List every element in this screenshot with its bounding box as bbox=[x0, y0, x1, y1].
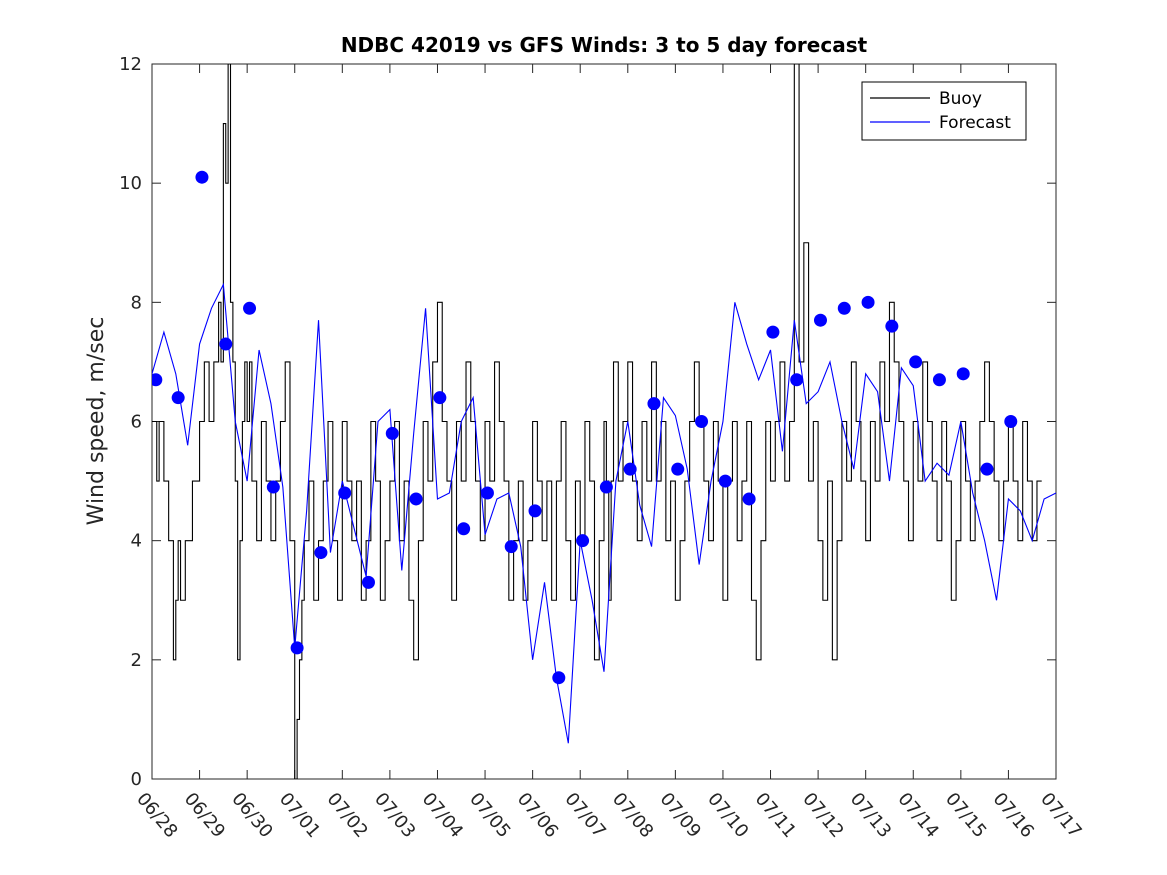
forecast-line bbox=[152, 282, 1056, 744]
forecast-marker bbox=[195, 170, 209, 184]
forecast-marker bbox=[813, 313, 827, 327]
forecast-marker bbox=[576, 534, 590, 548]
series-group bbox=[152, 64, 1056, 779]
forecast-marker bbox=[457, 522, 471, 536]
forecast-marker bbox=[243, 301, 257, 315]
forecast-marker bbox=[885, 319, 899, 333]
forecast-marker bbox=[742, 492, 756, 506]
forecast-marker bbox=[647, 397, 661, 411]
forecast-marker bbox=[290, 641, 304, 655]
forecast-marker bbox=[433, 391, 447, 405]
forecast-marker bbox=[266, 480, 280, 494]
forecast-marker bbox=[171, 391, 185, 405]
forecast-marker bbox=[528, 504, 542, 518]
forecast-marker bbox=[385, 426, 399, 440]
y-tick-label: 8 bbox=[131, 292, 142, 313]
forecast-marker bbox=[956, 367, 970, 381]
forecast-marker bbox=[338, 486, 352, 500]
forecast-marker bbox=[361, 575, 375, 589]
chart-title: NDBC 42019 vs GFS Winds: 3 to 5 day fore… bbox=[341, 33, 868, 57]
forecast-marker bbox=[314, 546, 328, 560]
forecast-marker bbox=[932, 373, 946, 387]
plot-area bbox=[152, 64, 1056, 779]
forecast-marker bbox=[790, 373, 804, 387]
forecast-marker bbox=[152, 373, 163, 387]
forecast-marker bbox=[980, 462, 994, 476]
y-tick-label: 2 bbox=[131, 650, 142, 671]
y-tick-label: 6 bbox=[131, 412, 142, 433]
forecast-marker bbox=[480, 486, 494, 500]
forecast-marker bbox=[1004, 415, 1018, 428]
forecast-marker bbox=[219, 337, 233, 351]
y-tick-label: 10 bbox=[119, 173, 142, 194]
y-axis-label: Wind speed, m/sec bbox=[84, 317, 109, 526]
forecast-marker bbox=[909, 355, 923, 369]
y-tick-label: 4 bbox=[131, 531, 142, 552]
y-tick-label: 0 bbox=[131, 769, 142, 790]
forecast-marker bbox=[695, 415, 709, 428]
forecast-marker bbox=[837, 301, 851, 315]
forecast-marker bbox=[671, 462, 685, 476]
forecast-marker bbox=[861, 295, 875, 309]
forecast-marker bbox=[599, 480, 613, 494]
legend-label-forecast: Forecast bbox=[939, 113, 1011, 133]
buoy-line bbox=[152, 64, 1042, 779]
forecast-marker bbox=[552, 671, 566, 685]
forecast-marker bbox=[623, 462, 637, 476]
legend: Buoy Forecast bbox=[861, 81, 1027, 141]
forecast-marker bbox=[766, 325, 780, 339]
y-tick-label: 12 bbox=[119, 54, 142, 75]
forecast-marker bbox=[718, 474, 732, 488]
legend-box bbox=[861, 81, 1027, 141]
legend-label-buoy: Buoy bbox=[939, 89, 982, 109]
forecast-marker bbox=[504, 540, 518, 554]
forecast-marker bbox=[409, 492, 423, 506]
